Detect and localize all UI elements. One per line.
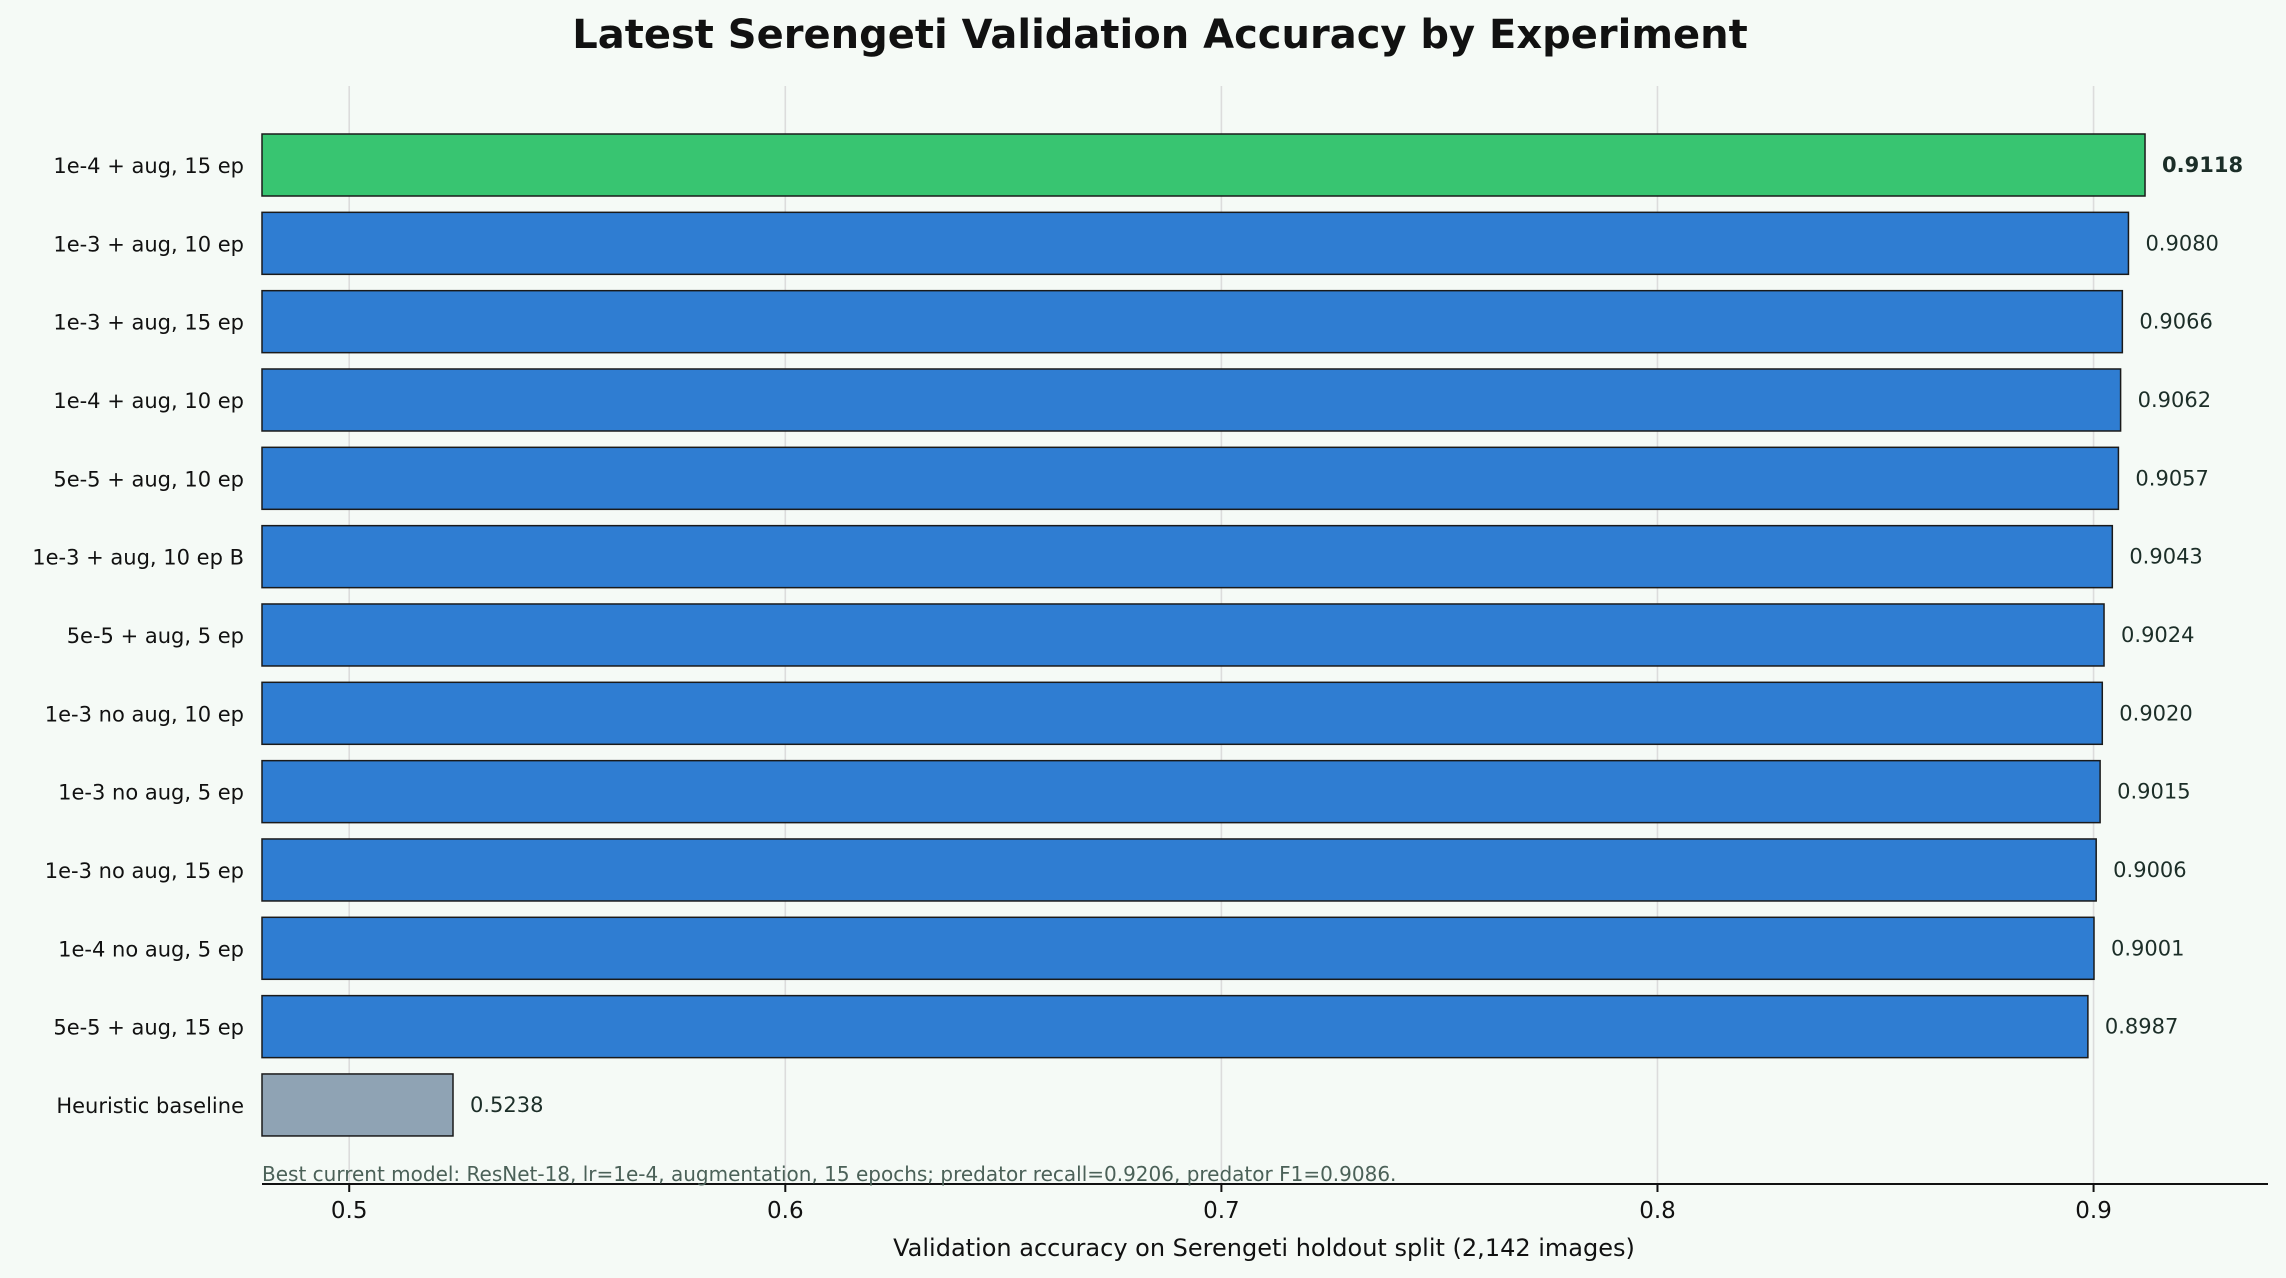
category-label: 5e-5 + aug, 15 ep bbox=[53, 1016, 244, 1040]
value-label: 0.9001 bbox=[2111, 936, 2184, 960]
value-label: 0.9020 bbox=[2119, 701, 2192, 725]
category-label: 1e-3 + aug, 10 ep B bbox=[32, 546, 244, 570]
value-label: 0.9062 bbox=[2138, 388, 2211, 412]
value-label: 0.5238 bbox=[470, 1093, 543, 1117]
bar bbox=[261, 759, 2101, 824]
bars bbox=[261, 133, 2146, 1137]
category-label: 1e-3 + aug, 10 ep bbox=[53, 232, 244, 256]
value-label: 0.9080 bbox=[2145, 231, 2218, 255]
bar bbox=[261, 368, 2122, 432]
bar bbox=[261, 524, 2114, 589]
bar bbox=[261, 916, 2095, 981]
x-tick-label: 0.5 bbox=[331, 1198, 368, 1224]
value-label: 0.9043 bbox=[2129, 545, 2202, 569]
value-label: 0.9057 bbox=[2135, 466, 2208, 490]
bar bbox=[261, 211, 2130, 276]
bar bbox=[261, 133, 2146, 197]
value-label: 0.9006 bbox=[2113, 858, 2186, 882]
bar bbox=[261, 838, 2097, 902]
bar bbox=[261, 994, 2089, 1059]
category-label: Heuristic baseline bbox=[56, 1094, 244, 1118]
value-label: 0.9024 bbox=[2121, 623, 2194, 647]
category-label: 1e-3 + aug, 15 ep bbox=[53, 311, 244, 335]
category-label: 1e-4 no aug, 5 ep bbox=[58, 937, 244, 961]
value-labels: 0.9118 0.9080 0.9066 0.9062 0.9057 0.9043 0.90… bbox=[470, 153, 2243, 1117]
category-label: 1e-3 no aug, 10 ep bbox=[45, 702, 244, 726]
chart-title: Latest Serengeti Validation Accuracy by … bbox=[572, 12, 1748, 58]
value-label: 0.9066 bbox=[2139, 310, 2212, 334]
bar bbox=[261, 681, 2104, 746]
bar bbox=[261, 289, 2124, 354]
chart-annotation: Best current model: ResNet-18, lr=1e-4, … bbox=[262, 1162, 1396, 1186]
bar bbox=[261, 603, 2105, 667]
x-tick-label: 0.6 bbox=[767, 1198, 804, 1224]
bar bbox=[261, 446, 2120, 511]
x-tick-label: 0.7 bbox=[1203, 1198, 1240, 1224]
category-labels: 1e-4 + aug, 15 ep 1e-3 + aug, 10 ep 1e-3 +… bbox=[32, 154, 244, 1118]
value-label: 0.8987 bbox=[2105, 1015, 2178, 1039]
x-axis-label: Validation accuracy on Serengeti holdout… bbox=[893, 1234, 1635, 1262]
category-label: 5e-5 + aug, 5 ep bbox=[67, 624, 244, 648]
category-label: 5e-5 + aug, 10 ep bbox=[53, 467, 244, 491]
value-label: 0.9015 bbox=[2117, 780, 2190, 804]
x-tick-label: 0.8 bbox=[1639, 1198, 1676, 1224]
x-ticks: 0.5 0.6 0.7 0.8 0.9 bbox=[331, 1184, 2112, 1224]
category-label: 1e-4 + aug, 10 ep bbox=[53, 389, 244, 413]
x-tick-label: 0.9 bbox=[2075, 1198, 2112, 1224]
bar bbox=[261, 1073, 454, 1137]
category-label: 1e-3 no aug, 15 ep bbox=[45, 859, 244, 883]
value-label: 0.9118 bbox=[2162, 153, 2243, 177]
category-label: 1e-3 no aug, 5 ep bbox=[58, 781, 244, 805]
category-label: 1e-4 + aug, 15 ep bbox=[53, 154, 244, 178]
